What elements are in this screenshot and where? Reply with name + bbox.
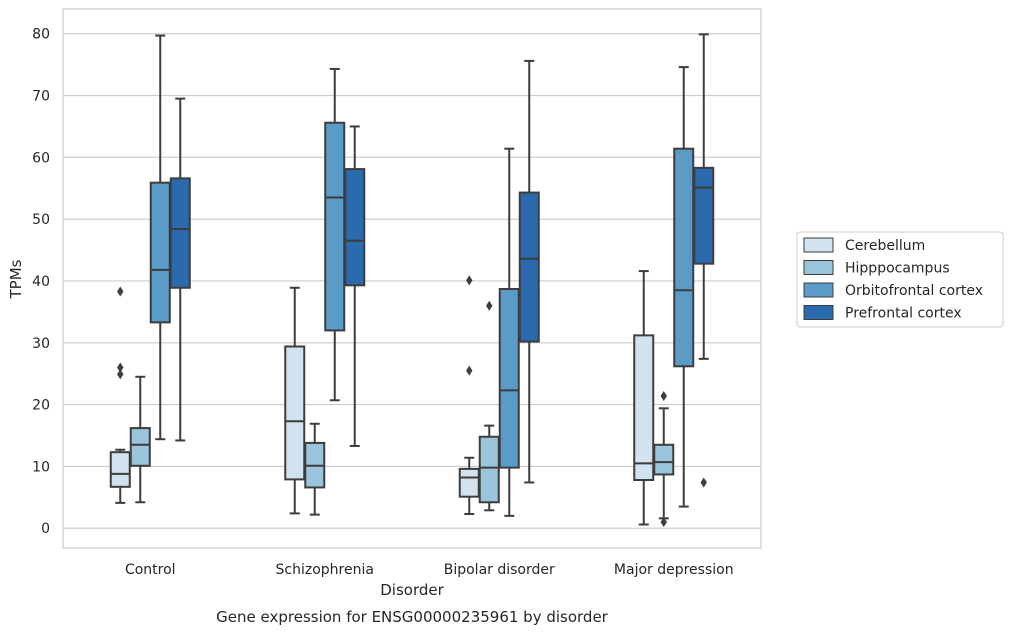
box-iqr: [633, 334, 655, 482]
legend-swatch: [803, 237, 834, 253]
y-tick-label: 50: [32, 212, 50, 228]
box-iqr: [518, 191, 540, 343]
y-tick-label: 40: [32, 274, 50, 290]
outlier-point: [117, 362, 124, 373]
outlier-point: [466, 365, 473, 376]
box-iqr: [149, 181, 171, 324]
y-tick-label: 60: [32, 150, 50, 166]
box-prefrontal-cortex: [344, 125, 366, 448]
box-iqr: [324, 121, 346, 332]
box-iqr: [498, 288, 520, 469]
box-hipppocampus: [653, 390, 675, 528]
y-tick-label: 70: [32, 89, 50, 105]
outlier-point: [117, 286, 124, 297]
outlier-point: [700, 477, 707, 488]
legend-label: Cerebellum: [845, 238, 925, 254]
box-iqr: [673, 147, 695, 368]
box-orbitofrontal-cortex: [673, 66, 695, 508]
box-iqr: [109, 451, 131, 488]
legend: Cerebellum Hipppocampus Orbitofrontal cort…: [796, 231, 1004, 328]
outlier-point: [486, 300, 493, 311]
outlier-point: [117, 369, 124, 380]
box-iqr: [653, 443, 675, 476]
box-prefrontal-cortex: [693, 33, 715, 488]
box-orbitofrontal-cortex: [324, 67, 346, 402]
outlier-point: [660, 517, 667, 528]
box-iqr: [169, 177, 191, 289]
box-hipppocampus: [129, 375, 151, 504]
y-tick-label: 10: [32, 459, 50, 475]
legend-swatch: [803, 305, 834, 320]
outlier-point: [466, 275, 473, 286]
box-iqr: [284, 345, 306, 481]
y-tick-label: 80: [32, 27, 50, 43]
x-tick-label: Major depression: [614, 562, 734, 578]
box-orbitofrontal-cortex: [498, 147, 520, 517]
box-hipppocampus: [478, 300, 500, 512]
box-cerebellum: [633, 270, 655, 526]
legend-swatch: [803, 260, 834, 275]
x-axis-label: Disorder: [380, 581, 444, 599]
legend-swatch: [803, 282, 834, 298]
x-tick-label: Bipolar disorder: [444, 562, 555, 578]
legend-label: Prefrontal cortex: [845, 306, 962, 322]
x-tick-label: Schizophrenia: [276, 562, 374, 578]
x-tick-labels: Control Schizophrenia Bipolar disorder Majo…: [125, 562, 734, 578]
legend-frame: [796, 231, 1004, 328]
y-tick-labels: 0 10 20 30 40 50 60 70 80: [32, 27, 50, 537]
outlier-point: [660, 390, 667, 401]
box-iqr: [693, 166, 715, 265]
y-tick-label: 0: [41, 521, 50, 537]
box-cerebellum: [458, 275, 480, 516]
boxes: [109, 33, 715, 528]
box-cerebellum: [284, 286, 306, 515]
box-iqr: [344, 168, 366, 287]
legend-label: Orbitofrontal cortex: [845, 283, 983, 299]
chart-caption: Gene expression for ENSG00000235961 by d…: [216, 608, 609, 626]
box-iqr: [129, 427, 151, 467]
box-iqr: [458, 467, 480, 498]
box-prefrontal-cortex: [169, 97, 191, 442]
box-cerebellum: [109, 286, 131, 504]
box-hipppocampus: [304, 422, 326, 516]
box-iqr: [478, 435, 500, 504]
y-tick-label: 20: [32, 398, 50, 414]
box-orbitofrontal-cortex: [149, 34, 171, 441]
plot-frame: [62, 8, 762, 549]
box-prefrontal-cortex: [518, 59, 540, 484]
legend-label: Hipppocampus: [845, 261, 950, 277]
y-tick-label: 30: [32, 336, 50, 352]
y-axis-label: TPMs: [7, 259, 25, 299]
x-tick-label: Control: [125, 562, 176, 578]
